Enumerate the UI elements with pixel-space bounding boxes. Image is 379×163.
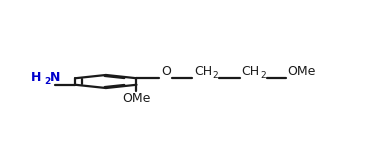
Text: 2: 2 — [213, 71, 218, 80]
Text: 2: 2 — [260, 71, 266, 80]
Text: OMe: OMe — [287, 65, 315, 78]
Text: 2: 2 — [44, 77, 50, 86]
Text: OMe: OMe — [122, 92, 151, 105]
Text: CH: CH — [241, 65, 260, 78]
Text: CH: CH — [194, 65, 212, 78]
Text: O: O — [161, 65, 171, 78]
Text: H: H — [31, 71, 41, 84]
Text: N: N — [50, 71, 61, 84]
